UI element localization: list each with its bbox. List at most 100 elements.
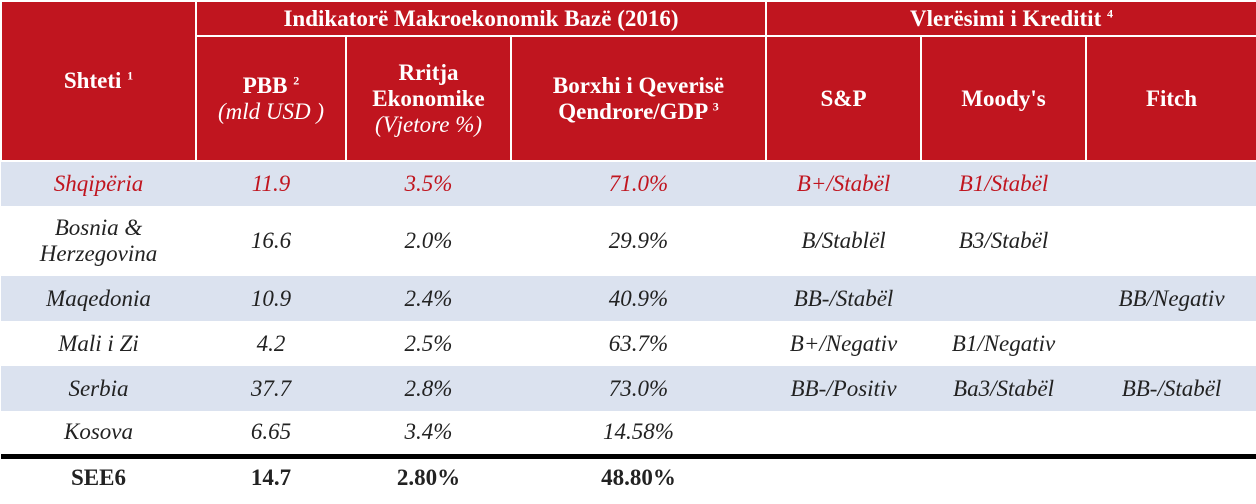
cell-text: Maqedonia <box>46 285 151 311</box>
cell-text: 2.5% <box>404 330 453 356</box>
cell-text: 2.4% <box>404 285 453 311</box>
cell-text: B+/Negativ <box>789 330 898 356</box>
cell-text: Serbia <box>68 375 129 401</box>
cell-text: Mali i Zi <box>58 330 139 356</box>
cell: SEE6 <box>1 453 196 498</box>
cell <box>1086 206 1256 276</box>
data-row: Bosnia & Herzegovina 16.6 2.0% 29.9% B/Stabl… <box>1 206 1256 276</box>
cell: 29.9% <box>511 206 766 276</box>
cell <box>766 453 922 498</box>
footnote-mark: 2 <box>293 72 300 87</box>
cell <box>921 453 1087 498</box>
cell: 40.9% <box>511 276 767 321</box>
cell-text: 4.2 <box>256 330 286 356</box>
cell <box>921 276 1087 321</box>
header-cell: S&P <box>765 35 923 162</box>
header-cell: Moody's <box>920 35 1088 162</box>
header-label: S&P <box>820 85 867 111</box>
cell: 3.4% <box>346 411 511 456</box>
header-cell: PBB 2 (mld USD ) <box>195 35 347 162</box>
cell-text: 63.7% <box>608 330 669 356</box>
header-cell: Borxhi i Qeverisë Qendrore/GDP 3 <box>509 35 768 162</box>
header-cell: Shteti 1 <box>0 0 197 162</box>
cell: B+/Stabël <box>766 161 922 206</box>
cell: 4.2 <box>196 321 346 366</box>
cell: 2.80% <box>346 453 511 498</box>
header-label: Borxhi i Qeverisë Qendrore/GDP <box>552 72 725 124</box>
footnote-mark: 1 <box>127 68 134 83</box>
cell-text: BB-/Stabël <box>793 285 894 311</box>
cell <box>1086 161 1256 206</box>
cell: Shqipëria <box>1 161 196 206</box>
cell: 73.0% <box>511 366 767 411</box>
cell-text: B3/Stabël <box>958 228 1049 253</box>
cell-text: 40.9% <box>608 285 669 311</box>
cell-text: Bosnia & Herzegovina <box>39 215 158 266</box>
header-group: Vlerësimi i Kreditit 4 <box>765 0 1256 37</box>
cell-text: BB-/Positiv <box>790 375 897 401</box>
cell: 11.9 <box>196 161 346 206</box>
cell-text: 73.0% <box>608 375 669 401</box>
cell: 3.5% <box>346 161 511 206</box>
cell-text: 29.9% <box>608 228 669 253</box>
cell: Mali i Zi <box>1 321 196 366</box>
cell: B3/Stabël <box>921 206 1086 276</box>
header-label: Vlerësimi i Kreditit <box>910 5 1102 31</box>
cell: 37.7 <box>196 366 346 411</box>
data-row: Serbia 37.7 2.8% 73.0% BB-/Positiv Ba3/Stabël… <box>1 366 1256 411</box>
cell: BB-/Stabël <box>766 276 922 321</box>
cell-text: 3.4% <box>404 419 453 445</box>
cell: BB/Negativ <box>1086 276 1256 321</box>
cell-text: 16.6 <box>250 228 292 253</box>
footnote-mark: 4 <box>1106 5 1113 20</box>
header-sub: (mld USD ) <box>217 98 325 124</box>
cell-text: 2.8% <box>404 375 453 401</box>
cell: Ba3/Stabël <box>921 366 1087 411</box>
cell <box>1086 411 1256 456</box>
cell-text: 37.7 <box>250 375 292 401</box>
cell <box>921 411 1086 456</box>
cell-text: BB-/Stabël <box>1121 375 1222 401</box>
cell: Kosova <box>1 411 196 456</box>
cell-text: B1/Stabël <box>958 171 1049 196</box>
cell: 14.58% <box>511 411 766 456</box>
header-sub: (Vjetore %) <box>374 111 483 137</box>
cell-text: 6.65 <box>250 419 292 445</box>
cell: Maqedonia <box>1 276 196 321</box>
cell-text: 14.58% <box>603 419 674 445</box>
cell: 63.7% <box>511 321 766 366</box>
cell: 2.4% <box>346 276 511 321</box>
cell: 71.0% <box>511 161 767 206</box>
cell-text: B1/Negativ <box>951 330 1056 356</box>
cell-text: B/Stablël <box>801 228 886 253</box>
header-label: Shteti <box>63 68 122 93</box>
cell-text: 2.0% <box>404 228 453 253</box>
cell: B+/Negativ <box>766 321 921 366</box>
header-label: PBB <box>242 72 288 98</box>
header-label: Moody's <box>961 85 1046 111</box>
cell: 6.65 <box>196 411 346 456</box>
header-label: Rritja Ekonomike <box>372 59 485 111</box>
cell: 14.7 <box>196 453 346 498</box>
cell: Bosnia & Herzegovina <box>1 206 196 276</box>
cell <box>1086 321 1256 366</box>
cell: 16.6 <box>196 206 346 276</box>
cell-text: B+/Stabël <box>796 171 891 196</box>
cell: 2.0% <box>346 206 511 276</box>
header-group: Indikatorë Makroekonomik Bazë (2016) <box>194 0 768 37</box>
footnote-mark: 3 <box>712 98 719 113</box>
cell-text: 10.9 <box>250 285 292 311</box>
data-row: Shqipëria 11.9 3.5% 71.0% B+/Stabël B1/Stabël <box>1 161 1256 206</box>
data-row: Maqedonia 10.9 2.4% 40.9% BB-/Stabël BB/Negat… <box>1 276 1256 321</box>
cell-text: Ba3/Stabël <box>953 375 1054 401</box>
cell <box>1086 453 1256 498</box>
header-cell: Rritja Ekonomike (Vjetore %) <box>345 35 512 162</box>
cell: Serbia <box>1 366 196 411</box>
data-row: Kosova 6.65 3.4% 14.58% <box>1 411 1256 456</box>
cell-text: BB/Negativ <box>1118 285 1225 311</box>
cell-text: 11.9 <box>251 171 291 196</box>
cell-text: 3.5% <box>404 171 453 196</box>
total-row: SEE6 14.7 2.80% 48.80% <box>1 453 1256 498</box>
